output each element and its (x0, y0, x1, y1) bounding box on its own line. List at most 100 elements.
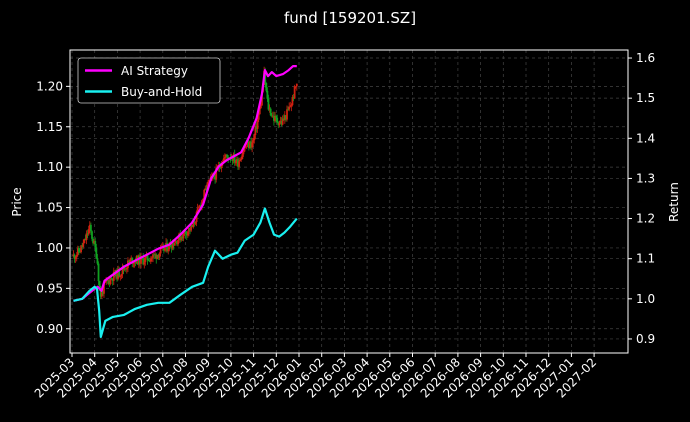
candle-body (76, 248, 79, 256)
candle-body (237, 159, 239, 167)
candle-body (190, 225, 193, 231)
candle-body (286, 109, 288, 120)
legend-box (77, 57, 221, 104)
right-tick-label: 1.1 (636, 252, 655, 266)
candle-body (291, 97, 294, 106)
candle-body (112, 271, 115, 281)
legend-label-buy-and-hold: Buy-and-Hold (121, 85, 202, 99)
candle-body (205, 188, 208, 191)
candle-body (271, 115, 274, 117)
grid (70, 50, 628, 353)
right-tick-label: 1.6 (636, 51, 655, 65)
legend: AI Strategy Buy-and-Hold (77, 57, 221, 104)
right-tick-label: 1.2 (636, 212, 655, 226)
right-tick-label: 0.9 (636, 332, 655, 346)
candle-body (176, 240, 178, 245)
left-axis: 0.90 0.95 1.00 1.05 1.10 1.15 1.20 (36, 79, 70, 336)
candle-body (125, 268, 128, 270)
candle-body (266, 90, 269, 99)
candle-body (193, 220, 196, 224)
candle-body (281, 118, 284, 125)
candle-body (186, 231, 189, 236)
candle-body (223, 157, 226, 159)
candle-body (185, 233, 188, 236)
candle-body (252, 140, 255, 143)
candle-body (116, 269, 118, 279)
candle-body (87, 229, 90, 235)
candle-body (256, 119, 259, 129)
candle-body (249, 141, 251, 149)
candle-body (235, 159, 238, 163)
candle-body (270, 115, 273, 117)
candle-body (153, 254, 155, 256)
candle-body (96, 258, 99, 264)
candle-body (202, 198, 205, 201)
candle-body (292, 97, 295, 99)
candle-body (108, 280, 111, 284)
right-axis-label: Return (667, 182, 681, 222)
candle-body (109, 278, 112, 284)
candle-body (198, 205, 201, 208)
candle-body (167, 249, 170, 252)
candle-body (206, 182, 209, 191)
candle-body (121, 266, 124, 275)
candle-body (103, 282, 105, 294)
candle-body (143, 262, 146, 265)
series-line-buy-and-hold (73, 207, 298, 338)
candle-body (80, 245, 82, 253)
candle-body (132, 263, 135, 264)
candle-body (131, 257, 134, 264)
series-lines (73, 65, 298, 338)
candle-body (106, 279, 109, 281)
candle-body (83, 238, 86, 244)
candle-body (84, 238, 87, 241)
candle-body (177, 239, 179, 245)
candle-body (101, 290, 104, 294)
candle-body (142, 257, 145, 265)
candle-body (137, 255, 140, 265)
candle-body (215, 167, 218, 180)
candle-body (91, 231, 93, 239)
candle-body (162, 245, 165, 251)
candle-body (111, 278, 114, 281)
candle-body (78, 248, 80, 252)
candle-body (158, 253, 161, 258)
candle-body (146, 254, 149, 261)
candle-body (287, 109, 289, 111)
candle-body (225, 154, 227, 158)
candle-body (222, 158, 225, 162)
candle-body (117, 269, 120, 279)
candle-body (105, 279, 108, 283)
series-line-ai-strategy (73, 65, 297, 302)
left-tick-label: 0.95 (36, 281, 63, 295)
candle-body (182, 231, 185, 239)
candle-body (269, 108, 272, 116)
candle-body (128, 260, 130, 263)
candle-body (134, 260, 137, 264)
candle-body (140, 256, 142, 264)
left-tick-label: 1.10 (36, 160, 63, 174)
candle-body (250, 141, 252, 148)
candle-body (184, 231, 187, 234)
candle-body (171, 242, 174, 249)
candle-body (275, 116, 278, 118)
left-tick-label: 1.15 (36, 120, 63, 134)
candle-body (173, 243, 176, 246)
candle-body (194, 221, 197, 224)
candle-body (94, 240, 97, 248)
candle-body (288, 106, 291, 110)
candle-body (280, 120, 283, 125)
candle-body (174, 240, 177, 244)
candle-body (154, 254, 157, 256)
candle-body (155, 254, 158, 259)
candle-body (196, 208, 199, 212)
candlesticks (72, 66, 298, 300)
candle-body (242, 151, 245, 155)
candle-body (282, 118, 285, 120)
candle-body (290, 105, 293, 107)
candle-body (276, 117, 279, 123)
candle-body (180, 236, 183, 241)
candle-body (279, 120, 282, 123)
candle-body (81, 245, 84, 247)
x-axis: 2025-032025-042025-052025-062025-072025-… (32, 353, 599, 401)
